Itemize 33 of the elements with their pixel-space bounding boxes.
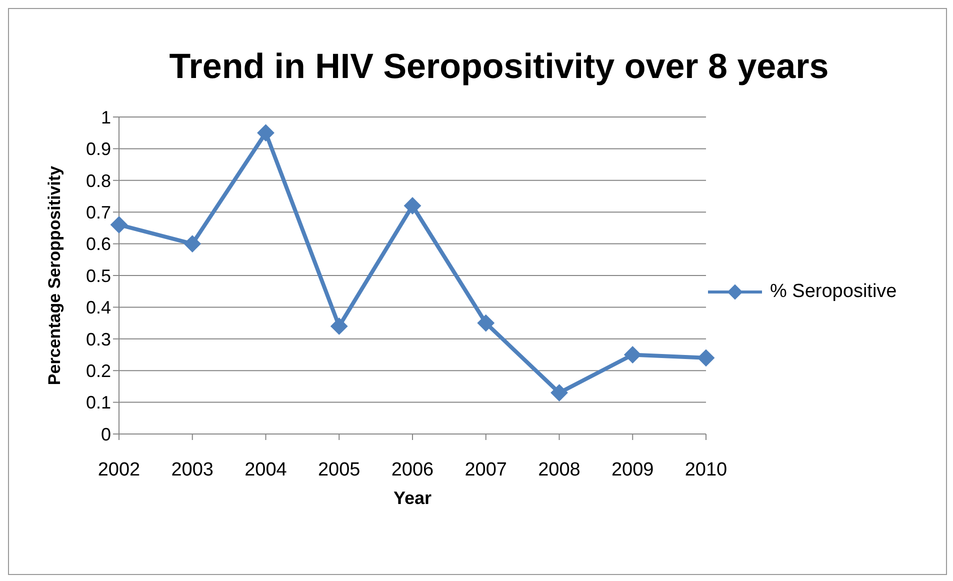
y-tick-label: 0.9	[86, 139, 111, 160]
y-tick-label: 0.3	[86, 329, 111, 350]
y-tick-label: 0.1	[86, 392, 111, 413]
x-tick-label: 2008	[538, 459, 580, 480]
y-tick-label: 0.4	[86, 298, 111, 318]
y-tick-label: 0.6	[86, 234, 111, 254]
point	[330, 318, 348, 335]
chart-title: Trend in HIV Seropositivity over 8 years	[168, 47, 830, 87]
x-tick-label: 2003	[171, 459, 214, 480]
point	[404, 197, 421, 214]
y-tick-label: 1	[100, 107, 111, 128]
point	[477, 314, 494, 332]
y-tick-label: 0	[100, 424, 111, 444]
point	[624, 346, 642, 364]
y-tick-label: 0.7	[86, 202, 111, 222]
y-tick-label: 0.8	[86, 170, 111, 191]
point	[550, 384, 568, 402]
x-tick-label: 2006	[391, 459, 434, 480]
point	[184, 235, 201, 252]
x-tick-label: 2004	[244, 459, 288, 480]
x-tick-label: 2002	[98, 459, 140, 480]
y-axis-title: Percentage Seroppositivity	[45, 165, 64, 386]
y-tick-label: 0.5	[86, 266, 111, 286]
x-tick-label: 2007	[464, 459, 508, 480]
point	[698, 349, 714, 366]
point	[110, 216, 128, 234]
legend-label: % Seropositive	[770, 280, 897, 302]
y-tick-label: 0.2	[86, 360, 111, 381]
x-tick-label: 2005	[318, 459, 360, 480]
x-tick-label: 2009	[611, 459, 654, 480]
x-axis-title: Year	[393, 488, 432, 508]
x-tick-label: 2010	[684, 459, 728, 480]
point	[257, 124, 274, 142]
